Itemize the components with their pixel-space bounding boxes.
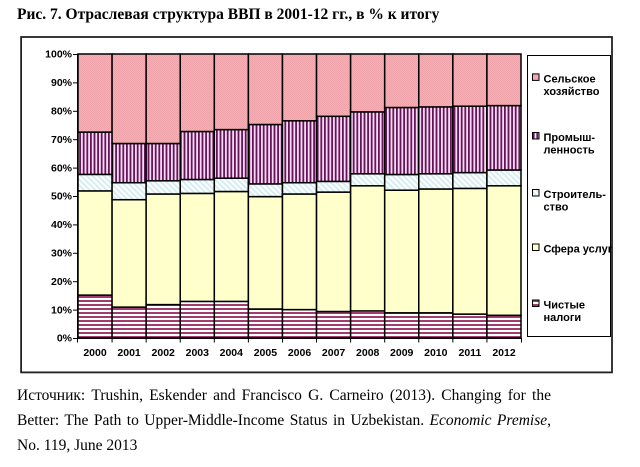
svg-text:0%: 0% (57, 333, 73, 345)
svg-text:2010: 2010 (424, 347, 448, 359)
svg-text:100%: 100% (45, 49, 73, 61)
svg-text:2011: 2011 (459, 347, 482, 359)
svg-text:2000: 2000 (83, 347, 107, 359)
svg-text:40%: 40% (51, 219, 73, 231)
svg-text:Промыш-: Промыш- (544, 132, 596, 144)
svg-text:2009: 2009 (390, 347, 414, 359)
svg-text:ство: ство (544, 202, 569, 214)
svg-text:2002: 2002 (152, 347, 176, 359)
svg-text:20%: 20% (51, 276, 73, 288)
svg-text:Сельское: Сельское (544, 73, 596, 85)
svg-text:30%: 30% (51, 248, 73, 260)
svg-text:ленность: ленность (544, 145, 595, 157)
svg-text:70%: 70% (51, 134, 73, 146)
svg-text:2008: 2008 (356, 347, 380, 359)
svg-text:налоги: налоги (544, 312, 582, 324)
svg-text:90%: 90% (51, 77, 73, 89)
svg-text:Чистые: Чистые (544, 300, 586, 312)
svg-text:80%: 80% (51, 106, 73, 118)
svg-text:2004: 2004 (220, 347, 244, 359)
svg-text:50%: 50% (51, 191, 73, 203)
svg-text:2005: 2005 (254, 347, 278, 359)
svg-text:60%: 60% (51, 162, 73, 174)
svg-text:10%: 10% (51, 304, 73, 316)
svg-text:Сфера услуг: Сфера услуг (544, 244, 613, 256)
svg-text:2001: 2001 (117, 347, 141, 359)
svg-text:2012: 2012 (492, 347, 516, 359)
svg-text:2003: 2003 (186, 347, 210, 359)
svg-text:хозяйство: хозяйство (544, 86, 600, 98)
svg-text:2006: 2006 (288, 347, 312, 359)
svg-text:Строитель-: Строитель- (544, 189, 607, 201)
svg-text:2007: 2007 (322, 347, 346, 359)
